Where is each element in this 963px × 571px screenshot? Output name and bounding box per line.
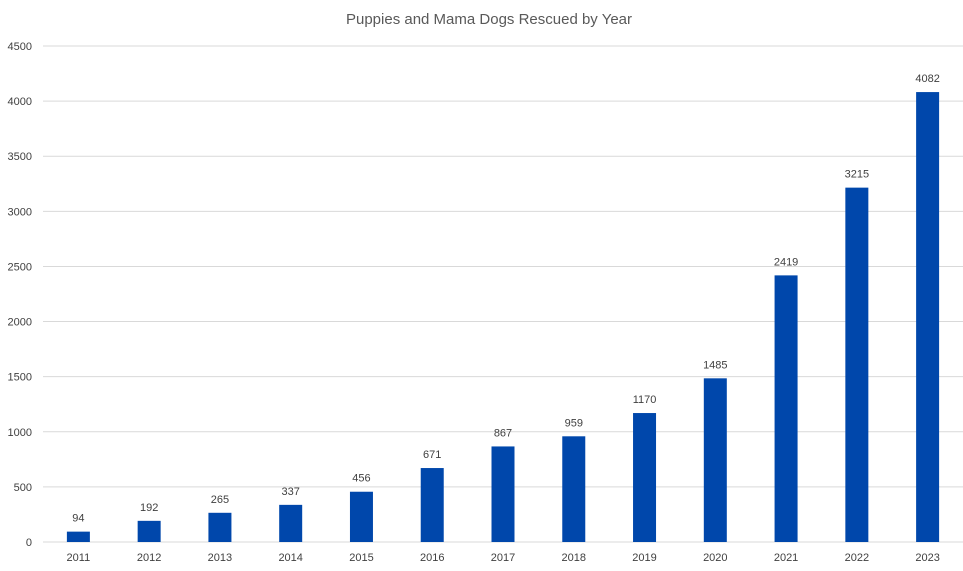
bar-2022 <box>845 187 869 542</box>
chart-title: Puppies and Mama Dogs Rescued by Year <box>346 11 632 28</box>
data-label-2013: 265 <box>211 494 229 506</box>
y-tick-label: 3000 <box>8 206 32 218</box>
bar-2017 <box>491 446 515 542</box>
y-tick-label: 0 <box>26 537 32 549</box>
y-axis-ticks: 0 500 1000 1500 2000 2500 3000 3500 4000 4500 <box>8 41 32 549</box>
bar-2014 <box>279 504 303 542</box>
x-tick-label: 2022 <box>845 552 869 564</box>
x-tick-label: 2019 <box>632 552 656 564</box>
y-tick-label: 2000 <box>8 317 32 329</box>
bar-2015 <box>349 491 373 542</box>
bar-2021 <box>774 275 798 542</box>
x-tick-label: 2013 <box>208 552 232 564</box>
data-label-2022: 3215 <box>845 169 869 181</box>
y-tick-label: 1000 <box>8 427 32 439</box>
x-tick-label: 2021 <box>774 552 798 564</box>
data-label-2021: 2419 <box>774 256 798 268</box>
y-tick-label: 4000 <box>8 96 32 108</box>
data-label-2015: 456 <box>352 473 370 485</box>
data-label-2016: 671 <box>423 449 441 461</box>
bar-2016 <box>420 468 444 542</box>
x-tick-label: 2018 <box>562 552 586 564</box>
data-label-2018: 959 <box>565 417 583 429</box>
data-label-2020: 1485 <box>703 359 727 371</box>
bar-2023 <box>916 92 940 543</box>
y-tick-label: 500 <box>14 482 32 494</box>
x-tick-label: 2020 <box>703 552 727 564</box>
x-axis-ticks: 2011 2012 2013 2014 2015 2016 2017 2018 2019 2020… <box>67 552 940 564</box>
x-tick-label: 2015 <box>349 552 373 564</box>
y-tick-label: 4500 <box>8 41 32 53</box>
data-label-2014: 337 <box>282 486 300 498</box>
y-tick-label: 2500 <box>8 261 32 273</box>
x-tick-label: 2012 <box>137 552 161 564</box>
y-tick-label: 3500 <box>8 151 32 163</box>
y-tick-label: 1500 <box>8 372 32 384</box>
bar-2013 <box>208 512 232 542</box>
bar-2018 <box>562 436 586 542</box>
data-label-2011: 94 <box>72 513 84 525</box>
data-labels: 94 192 265 337 456 671 867 959 1170 1485 2419 3215 4… <box>72 73 940 525</box>
data-label-2012: 192 <box>140 502 158 514</box>
x-tick-label: 2017 <box>491 552 515 564</box>
x-tick-label: 2011 <box>67 552 91 564</box>
bars <box>66 92 940 543</box>
bar-2012 <box>137 520 161 542</box>
data-label-2019: 1170 <box>633 394 657 406</box>
gridlines <box>43 45 963 543</box>
x-tick-label: 2016 <box>420 552 444 564</box>
x-tick-label: 2014 <box>278 552 302 564</box>
x-tick-label: 2023 <box>915 552 939 564</box>
bar-2019 <box>633 413 657 542</box>
data-label-2023: 4082 <box>915 73 939 85</box>
data-label-2017: 867 <box>494 427 512 439</box>
bar-2020 <box>703 378 727 542</box>
bar-2011 <box>66 531 90 542</box>
